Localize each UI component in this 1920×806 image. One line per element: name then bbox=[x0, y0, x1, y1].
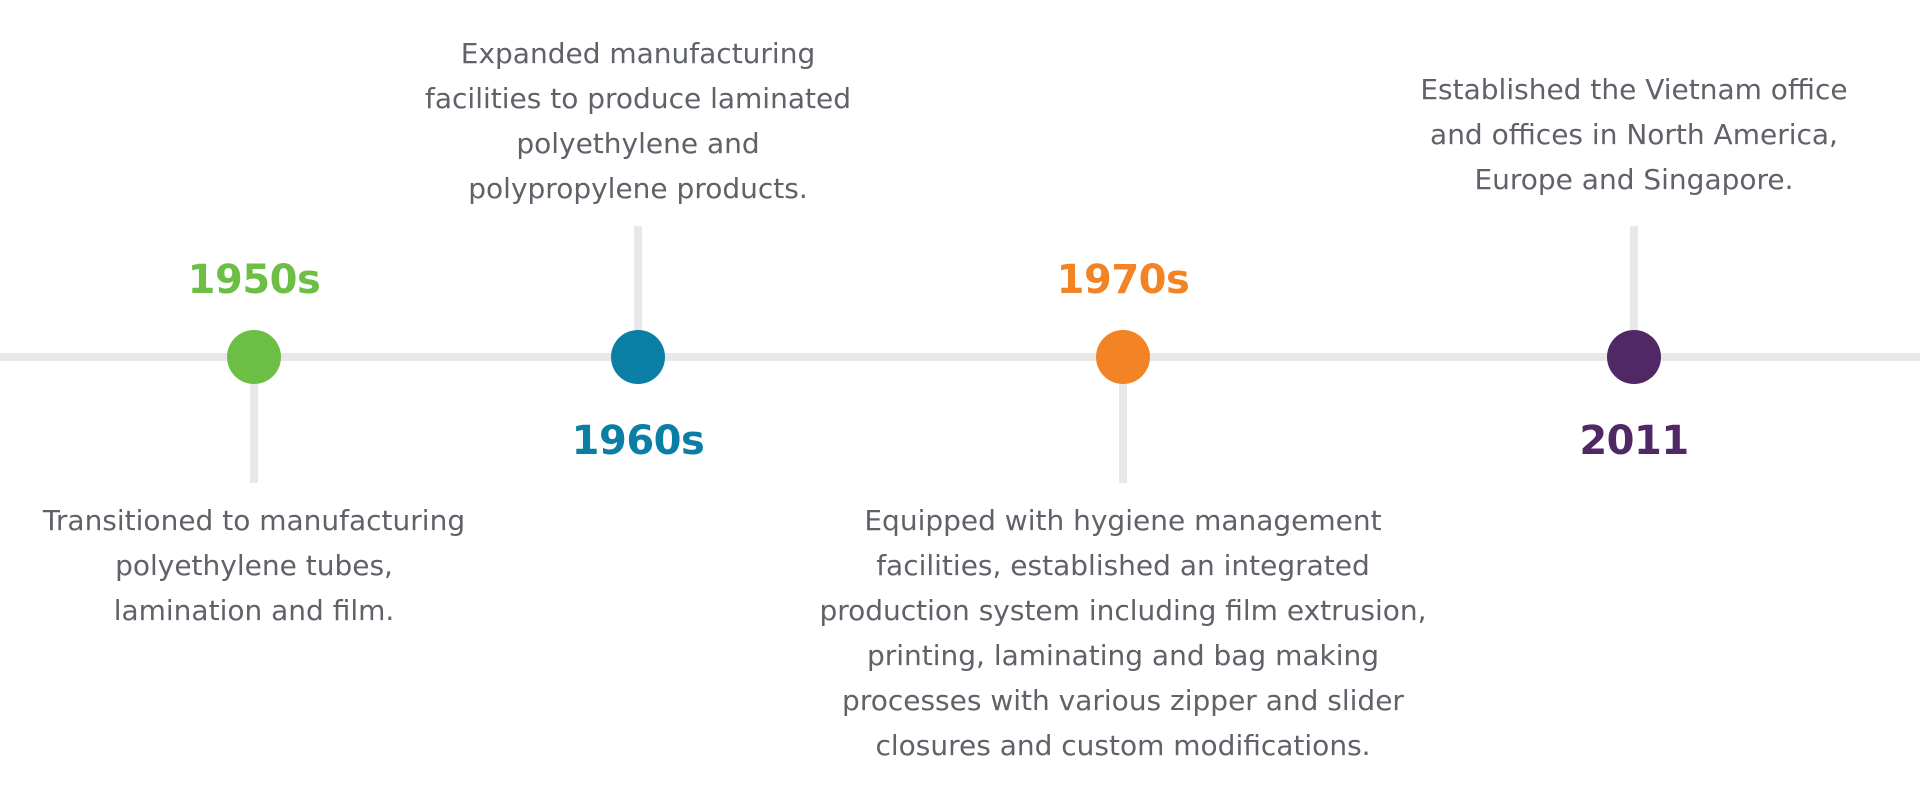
milestone-year-1950s: 1950s bbox=[187, 257, 321, 303]
milestone-year-1970s: 1970s bbox=[1056, 257, 1190, 303]
milestone-description-1970s: Equipped with hygiene management facilit… bbox=[819, 504, 1427, 762]
milestone-description-2011: Established the Vietnam office and offic… bbox=[1420, 73, 1848, 196]
milestone-dot-1970s bbox=[1096, 330, 1150, 384]
connector-1960s bbox=[634, 226, 642, 336]
connector-1950s bbox=[250, 381, 258, 483]
milestone-dot-1950s bbox=[227, 330, 281, 384]
milestone-year-1960s: 1960s bbox=[571, 418, 705, 464]
milestone-dot-1960s bbox=[611, 330, 665, 384]
milestone-dot-2011 bbox=[1607, 330, 1661, 384]
connector-1970s bbox=[1119, 381, 1127, 483]
milestone-description-1960s: Expanded manufacturing facilities to pro… bbox=[425, 37, 851, 205]
timeline-axis bbox=[0, 353, 1920, 361]
milestone-year-2011: 2011 bbox=[1579, 418, 1689, 464]
connector-2011 bbox=[1630, 226, 1638, 336]
milestone-description-1950s: Transitioned to manufacturing polyethyle… bbox=[42, 504, 466, 627]
